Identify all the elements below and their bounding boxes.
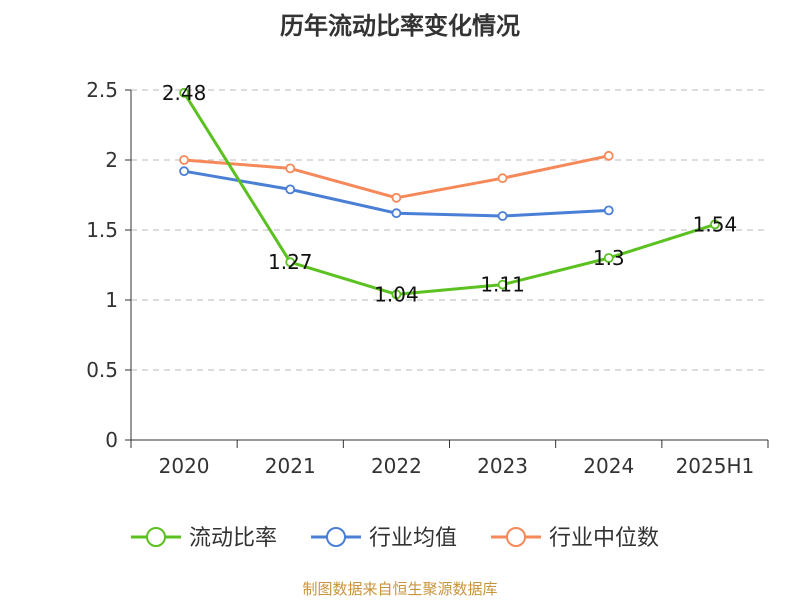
data-point bbox=[285, 257, 296, 268]
x-tick-label: 2023 bbox=[477, 454, 528, 478]
data-point bbox=[391, 289, 402, 300]
y-tick-label: 0 bbox=[105, 428, 118, 452]
legend-label: 行业中位数 bbox=[549, 526, 659, 551]
series-line bbox=[183, 154, 610, 200]
data-label: 1.54 bbox=[693, 212, 738, 236]
y-tick-label: 2 bbox=[105, 148, 118, 172]
chart-title: 历年流动比率变化情况 bbox=[280, 12, 520, 40]
data-point bbox=[603, 205, 614, 216]
legend-marker-icon bbox=[326, 527, 346, 547]
data-label: 1.27 bbox=[268, 250, 313, 274]
series-line bbox=[182, 92, 716, 296]
y-tick-label: 0.5 bbox=[86, 358, 118, 382]
data-label: 2.48 bbox=[162, 81, 207, 105]
data-point bbox=[285, 184, 296, 195]
legend-label: 流动比率 bbox=[189, 526, 277, 551]
data-label: 1.3 bbox=[593, 246, 625, 270]
legend-marker-icon bbox=[506, 527, 526, 547]
legend-marker-icon bbox=[146, 527, 166, 547]
legend-label: 行业均值 bbox=[369, 526, 457, 551]
data-label: 1.11 bbox=[480, 273, 525, 297]
y-tick-label: 1 bbox=[105, 288, 118, 312]
source-footer: 制图数据来自恒生聚源数据库 bbox=[302, 580, 498, 598]
data-point bbox=[285, 163, 296, 174]
data-point bbox=[603, 150, 614, 161]
x-tick-label: 2020 bbox=[159, 454, 210, 478]
data-point bbox=[391, 192, 402, 203]
data-point bbox=[603, 253, 614, 263]
y-tick-label: 1.5 bbox=[86, 218, 118, 242]
y-tick-label: 2.5 bbox=[86, 78, 118, 102]
data-point bbox=[179, 166, 189, 177]
data-point bbox=[497, 211, 508, 221]
x-tick-label: 2021 bbox=[265, 454, 316, 478]
data-point bbox=[497, 279, 508, 290]
data-point bbox=[710, 219, 720, 230]
data-point bbox=[179, 87, 189, 98]
x-tick-label: 2025H1 bbox=[676, 454, 755, 478]
data-point bbox=[497, 173, 508, 184]
data-point bbox=[179, 155, 189, 165]
x-tick-label: 2022 bbox=[371, 454, 422, 478]
data-point bbox=[391, 208, 402, 219]
x-tick-label: 2024 bbox=[583, 454, 634, 478]
data-label: 1.04 bbox=[374, 282, 419, 306]
